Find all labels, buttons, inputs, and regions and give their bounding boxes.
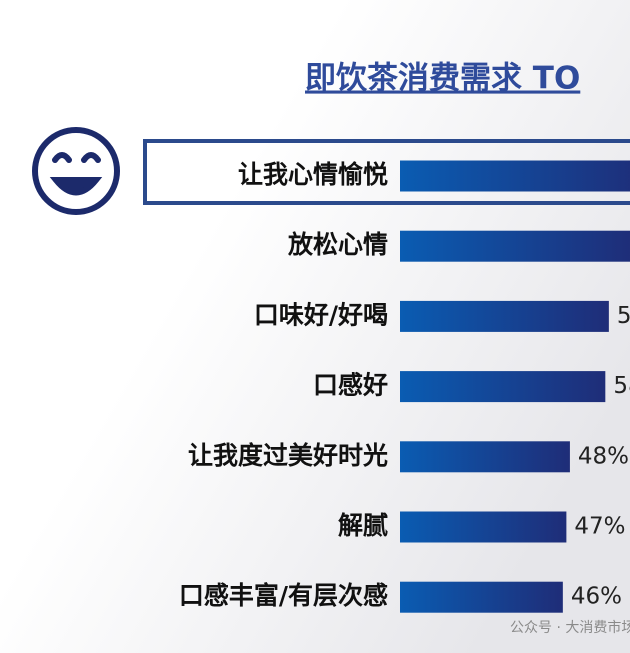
- category-label: 让我心情愉悦: [238, 160, 388, 189]
- value-label: 58%: [613, 373, 630, 399]
- value-label: 59%: [617, 303, 630, 329]
- bar: [400, 371, 606, 403]
- category-label: 解腻: [338, 511, 388, 540]
- bar: [400, 230, 630, 262]
- category-label: 口感丰富/有层次感: [179, 581, 388, 610]
- watermark: 公众号 · 大消费市场调研: [510, 619, 630, 636]
- value-label: 46%: [571, 584, 622, 610]
- highlight-box: [143, 139, 630, 205]
- bar: [400, 511, 567, 543]
- chart-title: 即饮茶消费需求 TO: [305, 61, 580, 97]
- category-label: 口味好/好喝: [254, 300, 388, 329]
- bar: [400, 441, 570, 473]
- category-label: 口感好: [313, 371, 388, 400]
- value-label: 47%: [574, 514, 625, 540]
- bar: [400, 581, 563, 613]
- category-label: 放松心情: [287, 230, 388, 259]
- smiley-icon: [32, 127, 120, 215]
- bar: [400, 160, 630, 192]
- bar: [400, 300, 609, 332]
- value-label: 48%: [578, 443, 629, 469]
- category-label: 让我度过美好时光: [188, 441, 388, 470]
